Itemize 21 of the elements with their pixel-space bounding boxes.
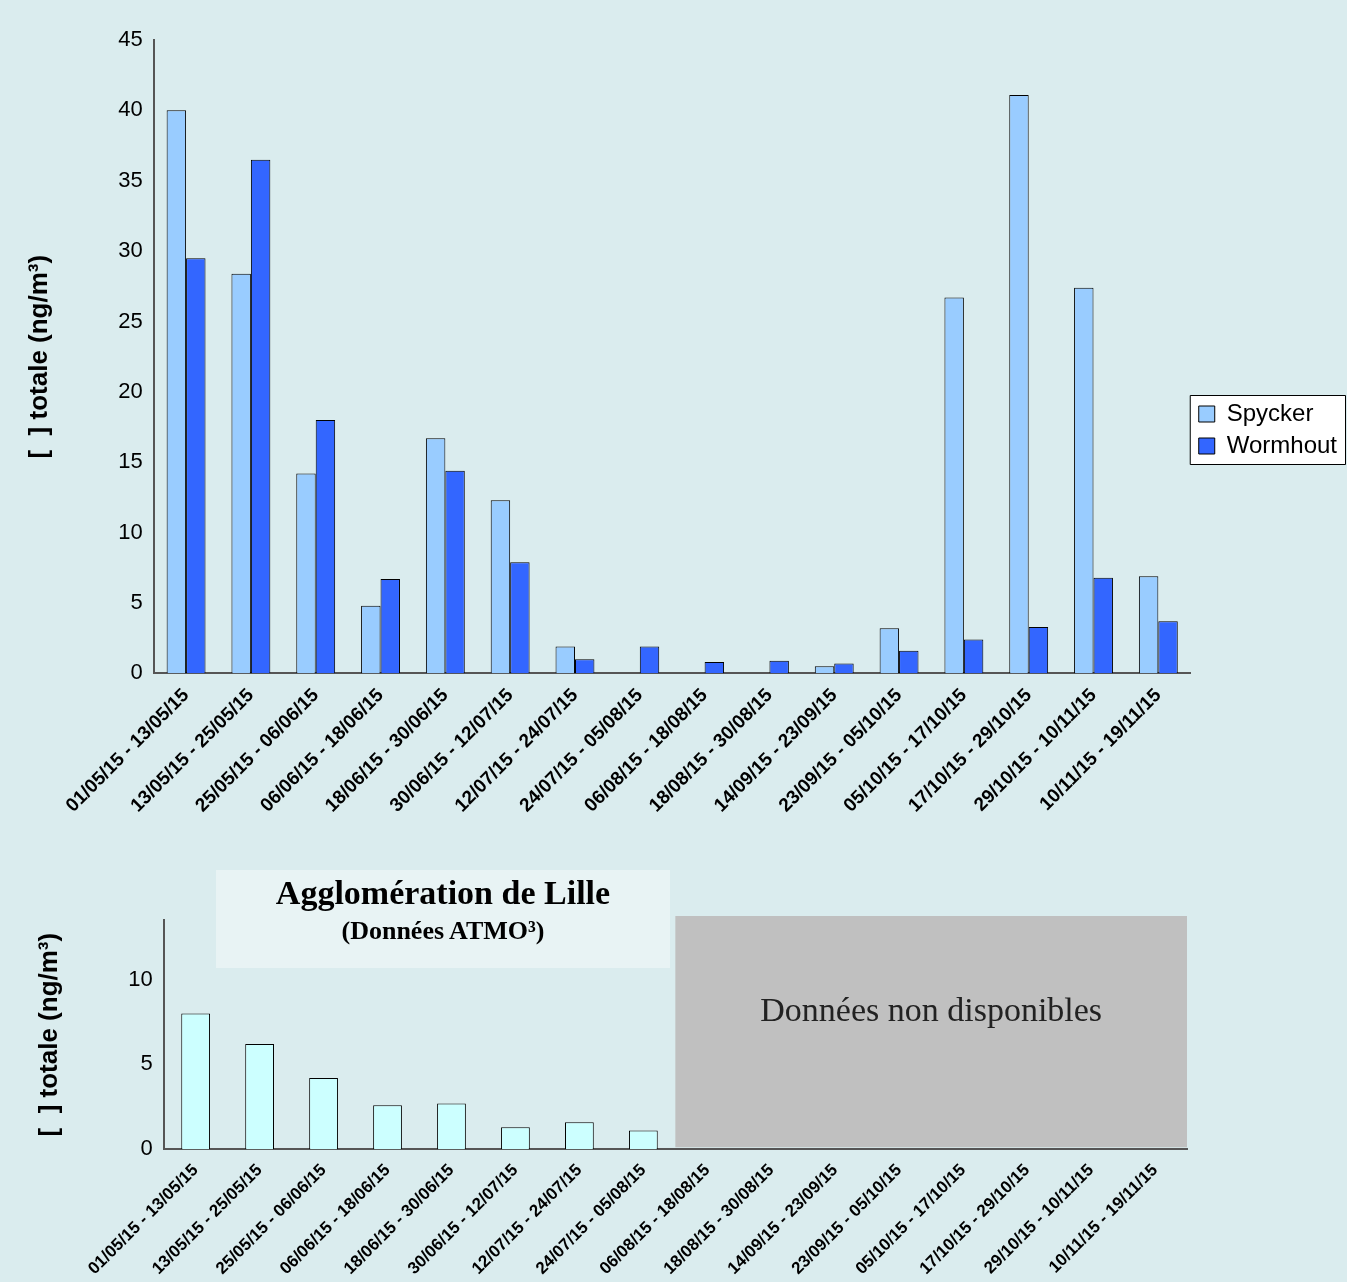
y-axis-title: [ ] totale (ng/m³)	[22, 254, 53, 459]
title-panel: Agglomération de Lille (Données ATMO³)	[216, 870, 670, 968]
y-tick-label: 10	[118, 518, 143, 544]
y-tick-label: 5	[140, 1050, 153, 1076]
y-tick-label: 5	[130, 589, 143, 615]
y-tick-label: 0	[130, 659, 143, 685]
y-tick-label: 45	[118, 26, 143, 52]
y-tick-label: 40	[118, 96, 143, 122]
y-tick-label: 25	[118, 307, 143, 333]
chart-subtitle: (Données ATMO³)	[340, 916, 546, 946]
chart-title: Agglomération de Lille	[274, 874, 612, 912]
legend-label: Wormhout	[1226, 430, 1338, 458]
band-label: Données non disponibles	[760, 990, 1103, 1028]
legend-label: Spycker	[1226, 398, 1314, 426]
y-tick-label: 15	[118, 448, 143, 474]
y-tick-label: 0	[140, 1135, 153, 1161]
y-tick-label: 20	[118, 377, 143, 403]
y-tick-label: 35	[118, 166, 143, 192]
y-tick-label: 30	[118, 237, 143, 263]
y-axis-title: [ ] totale (ng/m³)	[32, 932, 63, 1137]
y-tick-label: 10	[128, 965, 153, 991]
